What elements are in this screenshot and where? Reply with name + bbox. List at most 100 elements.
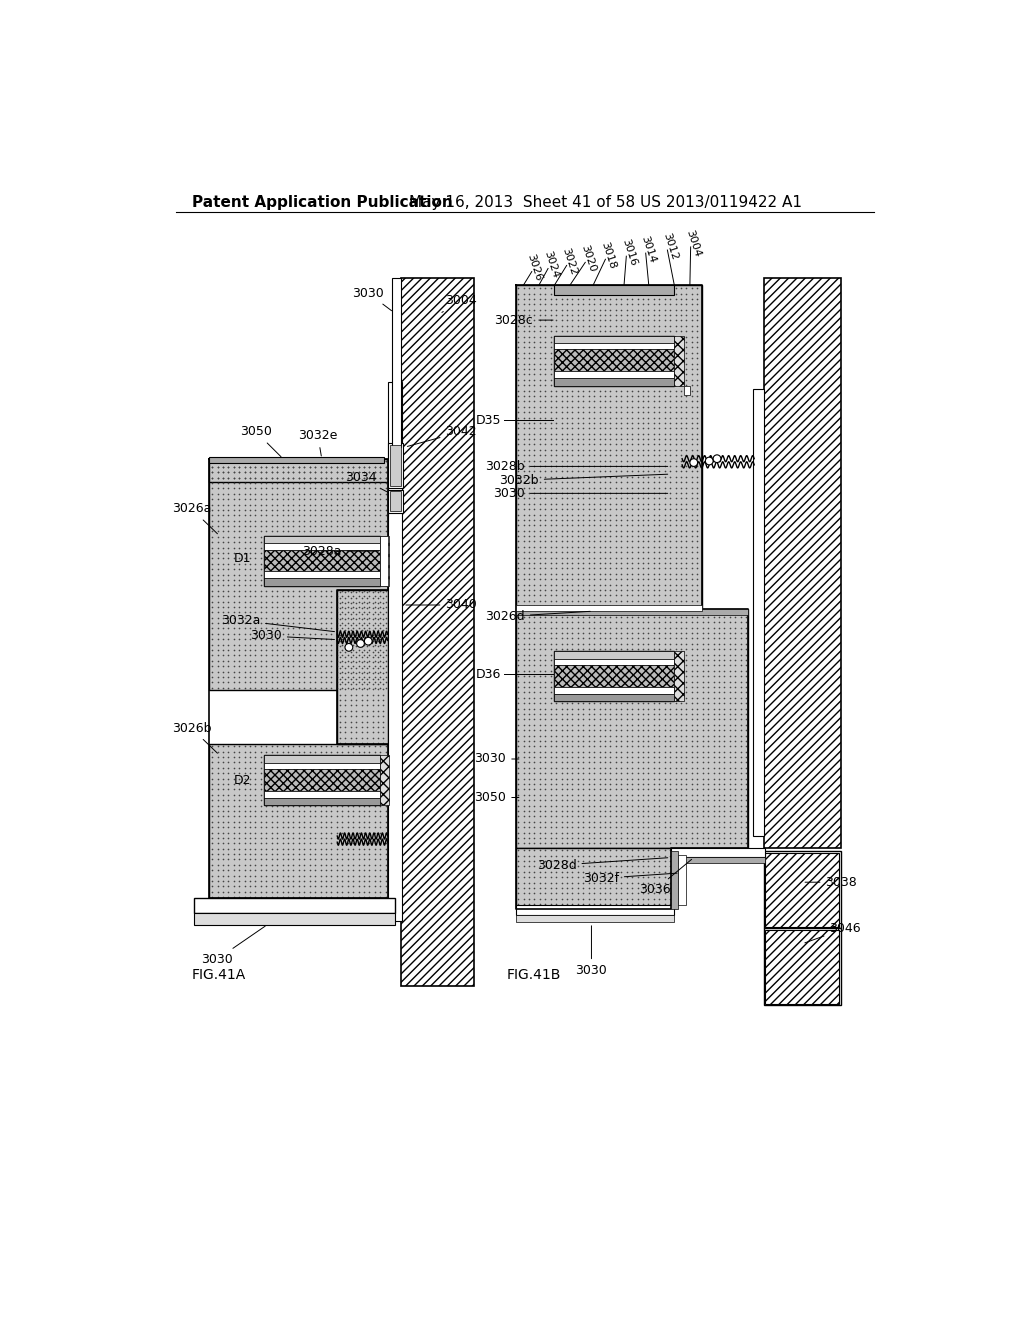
Bar [554,285,675,294]
Bar [194,898,395,913]
Bar [263,549,380,572]
Bar [209,457,384,463]
Bar [554,371,675,378]
Text: 3026d: 3026d [485,610,590,623]
Text: 3028c: 3028c [495,314,553,326]
Text: 3032f: 3032f [583,871,677,884]
Text: 3030: 3030 [474,752,519,766]
Bar [390,445,400,487]
Bar [754,389,764,836]
Text: FIG.41A: FIG.41A [191,968,246,982]
Bar [554,686,675,693]
Bar [554,651,675,659]
Bar [671,847,765,857]
Bar [764,928,841,1006]
Bar [684,385,690,395]
Bar [209,459,388,482]
Text: D1: D1 [233,552,252,565]
Bar [515,609,748,847]
Text: 3014: 3014 [640,235,657,264]
Bar [764,277,841,847]
Bar [515,906,675,915]
Bar [263,770,380,791]
Bar [263,536,380,586]
Text: 3016: 3016 [621,238,638,267]
Circle shape [713,455,721,462]
Text: 3020: 3020 [579,244,597,273]
Text: 3022: 3022 [560,247,579,277]
Bar [390,491,400,511]
Bar [263,578,380,586]
Bar [380,536,389,586]
Bar [675,335,684,385]
Text: 3024: 3024 [542,249,560,280]
Bar [765,929,840,1003]
Text: 3004: 3004 [684,228,702,257]
Bar [263,755,380,763]
Text: 3026b: 3026b [172,722,217,754]
Bar [263,755,380,805]
Bar [194,913,395,924]
Text: 3026a: 3026a [172,502,217,533]
Text: D35: D35 [476,413,502,426]
Bar [554,378,675,385]
Bar [263,791,380,797]
Bar [554,335,675,385]
Bar [209,459,388,689]
Bar [671,857,765,863]
Text: 3038: 3038 [805,875,857,888]
Bar [263,572,380,578]
Text: 3030: 3030 [352,286,391,310]
Bar [554,350,675,371]
Circle shape [356,640,365,647]
Bar [678,855,686,906]
Bar [554,335,675,343]
Bar [675,651,684,701]
Bar [671,851,678,909]
Bar [337,590,388,743]
Text: 3028a: 3028a [302,545,379,557]
Text: 3012: 3012 [662,231,679,261]
Text: 3018: 3018 [599,240,617,271]
Bar [515,847,671,909]
Text: 3032e: 3032e [298,429,338,455]
Circle shape [706,457,713,465]
Text: 3026: 3026 [525,253,544,282]
Text: 3004: 3004 [442,294,477,313]
Bar [209,743,388,898]
Text: May 16, 2013  Sheet 41 of 58: May 16, 2013 Sheet 41 of 58 [410,195,636,210]
Bar [554,693,675,701]
Text: 3036: 3036 [639,859,691,896]
Text: 3030: 3030 [202,927,265,966]
Bar [554,651,675,701]
Bar [391,277,400,447]
Bar [388,444,403,488]
Text: 3030: 3030 [493,487,668,500]
Text: 3028d: 3028d [537,858,668,871]
Text: 3050: 3050 [240,425,281,457]
Circle shape [365,638,372,645]
Text: FIG.41B: FIG.41B [506,968,560,982]
Bar [263,536,380,544]
Bar [263,763,380,770]
Text: 3032a: 3032a [221,614,335,632]
Bar [380,755,389,805]
Text: Patent Application Publication: Patent Application Publication [191,195,453,210]
Text: D36: D36 [476,668,502,681]
Text: 3050: 3050 [474,791,519,804]
Text: 3032b: 3032b [500,474,668,487]
Bar [380,536,388,586]
Text: 3028b: 3028b [485,459,668,473]
Bar [515,285,701,609]
Bar [263,797,380,805]
Bar [263,544,380,549]
Bar [388,490,403,512]
Text: 3030: 3030 [575,925,607,977]
Bar [515,915,675,923]
Bar [554,665,675,686]
Text: 3034: 3034 [345,471,387,492]
Text: 3042: 3042 [408,425,477,446]
Bar [515,605,701,611]
Bar [554,659,675,665]
Text: US 2013/0119422 A1: US 2013/0119422 A1 [640,195,802,210]
